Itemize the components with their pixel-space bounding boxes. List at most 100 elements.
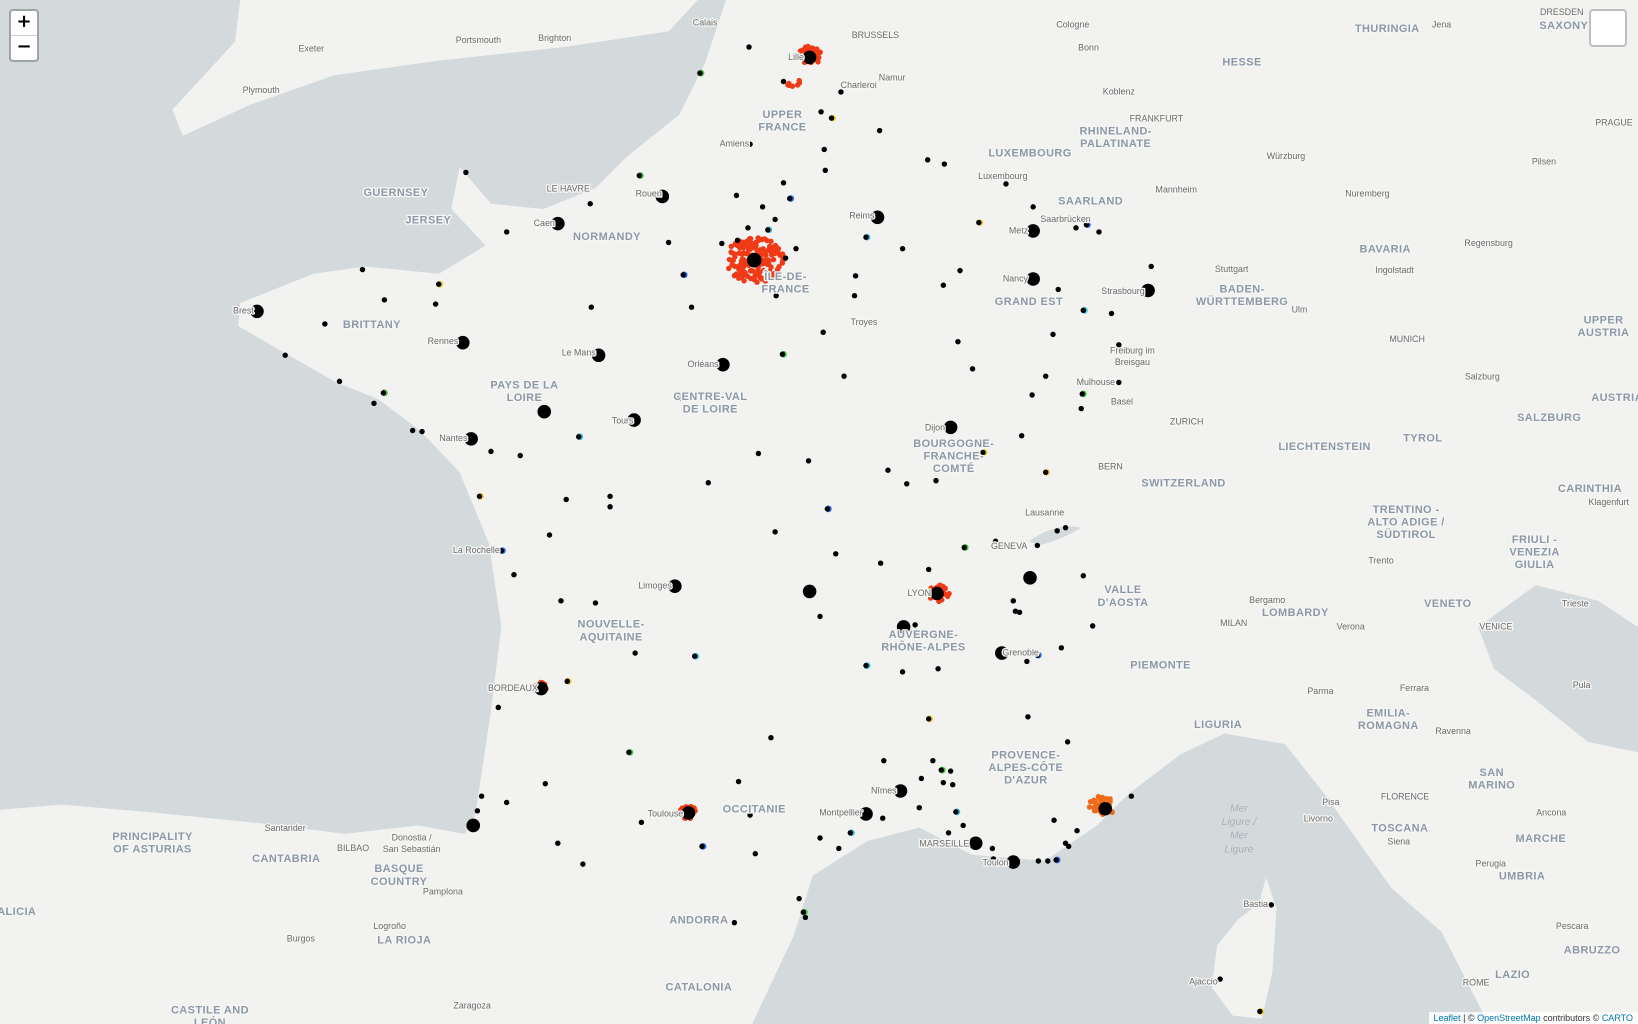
point: [885, 467, 891, 473]
point: [780, 78, 787, 85]
zoom-out[interactable]: −: [11, 35, 37, 60]
cluster-point: [760, 267, 767, 274]
cluster-point: [755, 237, 762, 244]
city-label: ROME: [1463, 978, 1490, 988]
cluster-point: [768, 238, 774, 245]
region-label: LA RIOJA: [377, 934, 431, 946]
city-label: Rennes: [428, 336, 459, 346]
region-label: MARCHE: [1516, 833, 1567, 845]
region-label: NORMANDY: [573, 231, 641, 243]
large-point: [668, 579, 682, 593]
large-point: [1098, 801, 1113, 816]
point: [817, 613, 823, 620]
cluster-point: [1105, 796, 1112, 803]
region-label: SAXONY: [1539, 20, 1588, 32]
point: [899, 245, 906, 252]
point: [852, 273, 859, 279]
point: [990, 856, 997, 862]
sea-label: Ligure: [1224, 844, 1253, 855]
point: [940, 282, 947, 288]
city-label: Nantes: [439, 433, 468, 443]
carto-link[interactable]: CARTO: [1601, 1013, 1633, 1023]
large-point: [968, 836, 983, 851]
point: [592, 600, 599, 606]
region-label: PROVENCE-: [991, 749, 1060, 761]
cluster-point: [799, 47, 806, 53]
region-label: TRENTINO -: [1373, 504, 1440, 516]
point: [476, 493, 483, 500]
osm-link[interactable]: OpenStreetMap: [1477, 1013, 1541, 1023]
point: [755, 450, 762, 457]
point: [1010, 598, 1017, 604]
region-label: RHÔNE-ALPES: [881, 641, 965, 654]
point: [1051, 817, 1057, 823]
cluster-point: [739, 251, 745, 258]
cluster-point: [743, 243, 750, 249]
point: [930, 757, 936, 764]
city-label: Verona: [1337, 621, 1365, 631]
point: [498, 547, 505, 554]
region-label: FRANCHE-: [923, 451, 984, 463]
point: [938, 767, 944, 773]
region-label: WÜRTTEMBERG: [1196, 295, 1288, 308]
city-label: Lausanne: [1025, 507, 1064, 517]
city-label: Salzburg: [1465, 372, 1500, 382]
point: [680, 272, 686, 278]
point: [511, 571, 517, 578]
region-label: SWITZERLAND: [1141, 478, 1225, 490]
adriatic: [1478, 585, 1638, 753]
point: [780, 180, 787, 186]
city-label: Grenoble: [1002, 647, 1039, 657]
point: [940, 779, 947, 786]
large-point: [534, 681, 548, 696]
point: [555, 840, 561, 846]
region-label: PALATINATE: [1080, 138, 1151, 150]
point: [1012, 608, 1019, 614]
layers-control[interactable]: [1589, 9, 1627, 47]
city-label: Montpellier: [819, 807, 862, 817]
point: [822, 167, 828, 174]
point: [772, 216, 778, 223]
region-label: LIECHTENSTEIN: [1278, 441, 1371, 453]
cluster-point: [1092, 798, 1098, 804]
point: [957, 267, 963, 274]
point: [912, 622, 918, 628]
region-label: OF ASTURIAS: [113, 843, 192, 855]
point: [1018, 433, 1025, 439]
point: [800, 909, 807, 915]
atlantic: [0, 0, 727, 834]
large-point: [930, 586, 944, 601]
large-point: [627, 413, 641, 427]
cluster-point: [734, 242, 741, 249]
point: [805, 458, 812, 464]
mediterranean: [752, 733, 1489, 1024]
region-label: LUXEMBOURG: [988, 147, 1071, 159]
region-label: AUSTRIA: [1591, 392, 1638, 404]
city-label: BERN: [1098, 461, 1123, 471]
region-label: GUERNSEY: [363, 187, 428, 199]
point: [877, 560, 884, 566]
point: [1116, 342, 1122, 348]
point: [1074, 827, 1080, 834]
leaflet-link[interactable]: Leaflet: [1433, 1013, 1461, 1023]
point: [517, 452, 523, 459]
point: [947, 768, 954, 774]
region-label: BAVARIA: [1360, 244, 1411, 256]
cluster-point: [937, 582, 943, 589]
zoom-in[interactable]: +: [16, 11, 32, 32]
region-label: SÜDTIROL: [1376, 528, 1435, 541]
region-label: D'AZUR: [1004, 774, 1048, 786]
cluster-point: [785, 81, 791, 88]
large-point: [1026, 224, 1040, 238]
point: [847, 830, 854, 836]
point: [1217, 976, 1223, 982]
point: [925, 566, 932, 573]
region-label: CENTRE-VAL: [673, 391, 747, 403]
cluster-point: [773, 271, 779, 277]
region-label: LOIRE: [507, 392, 543, 404]
large-point: [896, 620, 911, 634]
point: [752, 850, 758, 857]
city-label: Jena: [1432, 19, 1451, 29]
point: [863, 234, 869, 240]
